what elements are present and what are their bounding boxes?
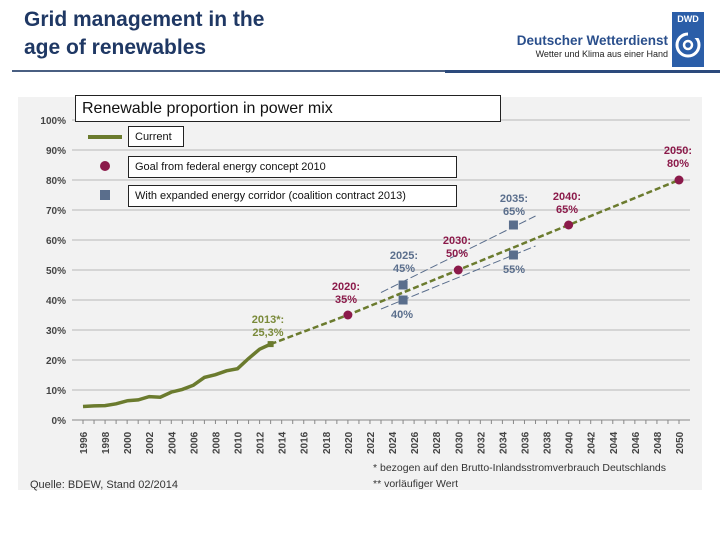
swirl-icon: [675, 32, 701, 58]
x-tick-label: 2030: [454, 431, 465, 454]
annotation-label: 2030:: [443, 235, 471, 247]
y-tick-label: 60%: [46, 236, 66, 247]
x-tick-label: 2010: [234, 431, 245, 454]
annotation-value: 50%: [446, 248, 468, 260]
x-tick-label: 2020: [344, 431, 355, 454]
corridor-point: [508, 250, 518, 260]
x-tick-label: 2028: [432, 431, 443, 454]
goal-point: [564, 220, 574, 230]
legend-goal: Goal from federal energy concept 2010: [128, 156, 457, 178]
dwd-logo: DWD: [672, 12, 704, 67]
legend-goal-marker: [100, 161, 110, 171]
x-tick-label: 2014: [278, 431, 289, 454]
title-line-1: Grid management in the: [24, 8, 265, 31]
current-series-line: [82, 342, 272, 409]
brand: Deutscher Wetterdienst Wetter und Klima a…: [517, 33, 668, 59]
brand-tagline: Wetter und Klima aus einer Hand: [535, 49, 668, 59]
x-tick-label: 2050: [675, 431, 686, 454]
annotation-value: 80%: [667, 158, 689, 170]
x-tick-label: 2024: [388, 431, 399, 454]
x-tick-label: 2048: [653, 431, 664, 454]
y-tick-label: 90%: [46, 146, 66, 157]
y-tick-label: 0%: [52, 416, 67, 427]
corridor-point: [398, 295, 408, 305]
x-tick-label: 1996: [79, 431, 90, 454]
source-note: Quelle: BDEW, Stand 02/2014: [30, 479, 178, 491]
x-tick-label: 2034: [498, 431, 509, 454]
y-tick-label: 50%: [46, 266, 66, 277]
annotation-label: 2040:: [553, 191, 581, 203]
y-tick-label: 70%: [46, 206, 66, 217]
y-tick-label: 30%: [46, 326, 66, 337]
header-rule-accent: [445, 70, 720, 73]
x-tick-label: 2036: [520, 431, 531, 454]
y-tick-label: 80%: [46, 176, 66, 187]
x-tick-label: 2008: [211, 431, 222, 454]
slide-title: Grid management in the age of renewables: [24, 6, 264, 62]
x-tick-label: 2002: [145, 431, 156, 454]
header-rule: [12, 70, 445, 72]
y-tick-label: 10%: [46, 386, 66, 397]
x-tick-label: 2018: [322, 431, 333, 454]
annotation-value: 45%: [393, 263, 415, 275]
annotation-value: 25,3%: [252, 327, 283, 339]
y-tick-label: 100%: [40, 116, 66, 127]
x-tick-label: 2026: [410, 431, 421, 454]
legend-current: Current: [128, 126, 184, 147]
x-tick-label: 2004: [167, 431, 178, 454]
x-tick-label: 2038: [543, 431, 554, 454]
annotation-value: 35%: [335, 294, 357, 306]
annotation-label: 2025:: [390, 250, 418, 262]
x-tick-label: 2012: [256, 431, 267, 454]
x-tick-label: 2000: [123, 431, 134, 454]
legend-corridor: With expanded energy corridor (coalition…: [128, 185, 457, 207]
corridor-point: [508, 220, 518, 230]
chart-title: Renewable proportion in power mix: [75, 95, 501, 122]
annotation-label: 2035:: [500, 193, 528, 205]
x-tick-label: 2044: [609, 431, 620, 454]
annotation-value: 55%: [503, 264, 525, 276]
y-tick-label: 40%: [46, 296, 66, 307]
goal-point: [343, 310, 353, 320]
corridor-point: [398, 280, 408, 290]
x-tick-label: 2046: [631, 431, 642, 454]
x-tick-label: 2016: [300, 431, 311, 454]
annotation-value: 40%: [391, 309, 413, 321]
legend-corridor-marker: [100, 190, 110, 200]
footnote-2: ** vorläufiger Wert: [373, 478, 459, 490]
logo-text: DWD: [677, 14, 699, 24]
x-tick-label: 2022: [366, 431, 377, 454]
x-tick-label: 2006: [189, 431, 200, 454]
y-tick-label: 20%: [46, 356, 66, 367]
annotation-value: 65%: [503, 206, 525, 218]
x-tick-label: 1998: [101, 431, 112, 454]
x-tick-label: 2032: [476, 431, 487, 454]
annotation-label: 2050:: [664, 145, 692, 157]
x-tick-label: 2042: [587, 431, 598, 454]
goal-point: [674, 175, 684, 185]
annotation-label: 2020:: [332, 281, 360, 293]
annotation-label: 2013*:: [252, 314, 284, 326]
goal-point: [453, 265, 463, 275]
current-end-marker: [267, 341, 274, 348]
brand-name: Deutscher Wetterdienst: [516, 33, 668, 48]
x-tick-label: 2040: [565, 431, 576, 454]
footnote-1: * bezogen auf den Brutto-Inlandsstromver…: [373, 462, 667, 474]
title-line-2: age of renewables: [24, 36, 207, 59]
annotation-value: 65%: [556, 204, 578, 216]
